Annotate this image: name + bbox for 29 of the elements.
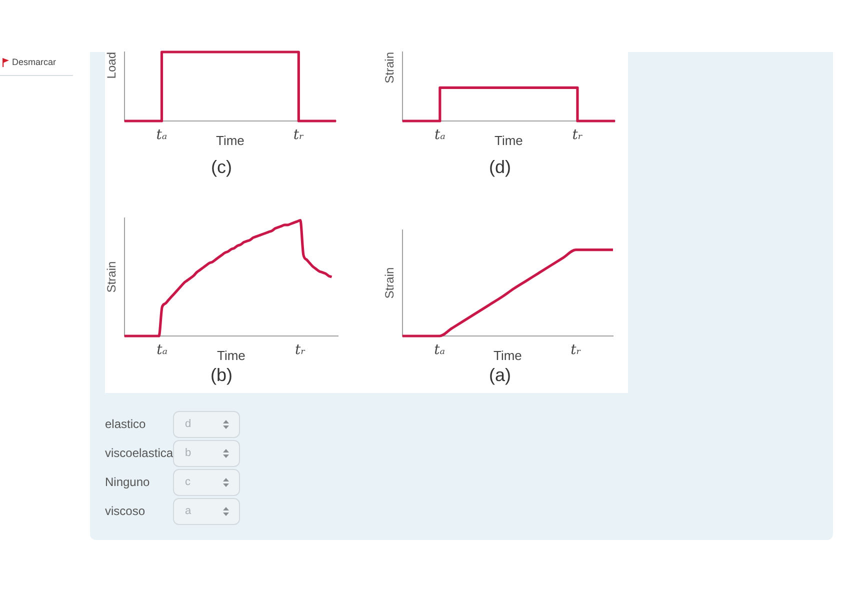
dropdown-field: b <box>173 440 240 467</box>
x-axis-title: Time <box>494 133 523 148</box>
x-tick-label: tₐ <box>156 342 168 358</box>
x-tick-label: tᵣ <box>570 342 582 358</box>
text: (b) <box>210 365 232 386</box>
dropdown-field: d <box>173 411 240 438</box>
x-axis-title: Time <box>216 348 246 364</box>
x-axis-title: Time <box>216 133 244 148</box>
x-axis-title: Time <box>493 348 522 364</box>
text: (a) <box>489 365 511 386</box>
text: viscoso <box>105 504 146 518</box>
x-tick-label: tᵣ <box>572 127 583 144</box>
text: (d) <box>489 157 511 178</box>
y-axis-title: Strain <box>382 267 397 299</box>
text: (c) <box>211 157 232 178</box>
x-tick-label: tₐ <box>156 127 168 144</box>
text: Desmarcar <box>12 57 56 68</box>
dropdown-field: c <box>173 469 240 496</box>
y-axis-title: Load <box>104 52 119 79</box>
x-tick-label: tₐ <box>434 342 446 358</box>
y-axis-title: Strain <box>104 261 119 293</box>
x-tick-label: tᵣ <box>295 342 306 358</box>
dropdown-field: a <box>173 498 240 525</box>
text: Ninguno <box>105 475 150 489</box>
x-tick-label: tᵣ <box>293 127 304 144</box>
y-axis-title: Strain <box>382 52 397 84</box>
text: viscoelastica <box>105 446 174 460</box>
text: elastico <box>105 417 146 431</box>
x-tick-label: tₐ <box>434 127 446 144</box>
